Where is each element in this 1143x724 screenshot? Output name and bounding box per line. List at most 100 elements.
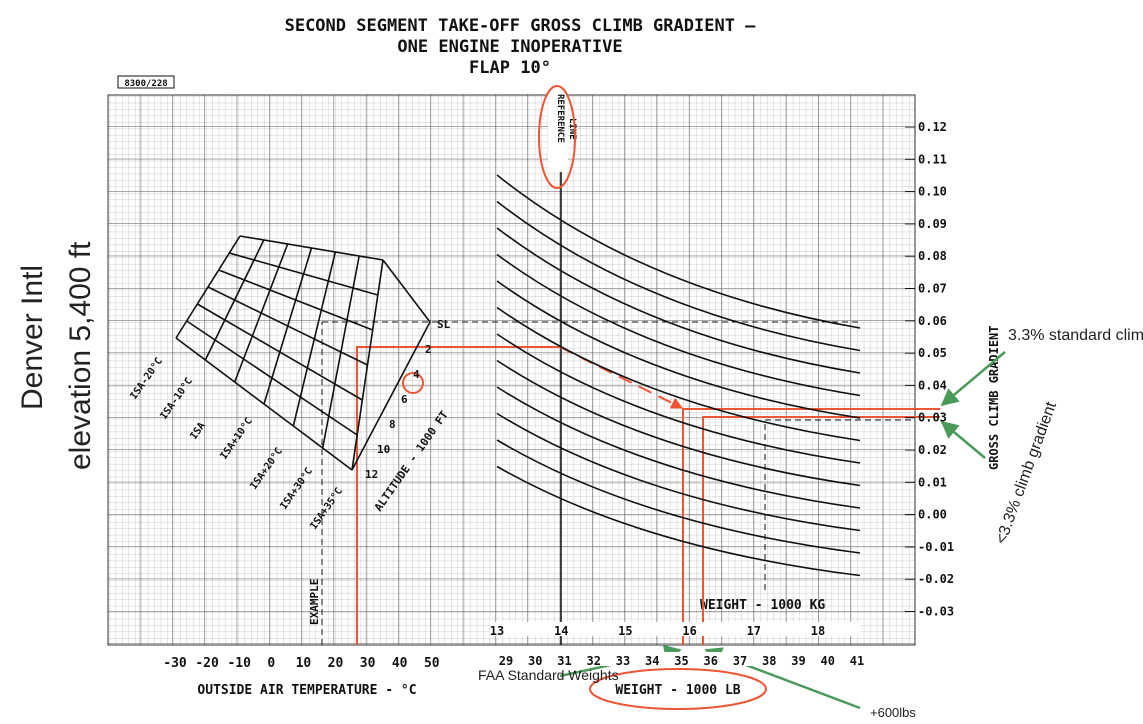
title: ONE ENGINE INOPERATIVE [397, 37, 622, 57]
ref-bg [548, 92, 568, 172]
label-bg [150, 650, 440, 674]
gradient-tick: 0.04 [918, 378, 947, 392]
gradient-tick: 0.01 [918, 475, 947, 489]
annotation: FAA Standard Weights [478, 667, 619, 683]
red-line [702, 416, 940, 645]
kg-tick: 18 [811, 624, 825, 638]
axis-label: WEIGHT - 1000 LB [615, 683, 740, 698]
gradient-curve [496, 386, 861, 509]
side-note: elevation 5,400 ft [64, 241, 97, 470]
gradient-curve [496, 333, 861, 464]
annotation: <3.3% climb gradient [993, 399, 1060, 546]
gradient-curve [496, 465, 861, 577]
gradient-tick: -0.02 [918, 572, 954, 586]
kg-tick: 13 [490, 624, 504, 638]
lb-tick: 37 [733, 654, 747, 668]
gradient-tick: 0.12 [918, 120, 947, 134]
gradient-curve [496, 253, 861, 397]
gradient-curve [496, 200, 861, 352]
gradient-curve [496, 280, 861, 419]
reference-label: LINE [567, 118, 577, 140]
altitude-tick: 10 [377, 443, 390, 456]
nomo-line [351, 259, 384, 471]
altitude-tick: 2 [425, 343, 432, 356]
gradient-tick: 0.07 [918, 282, 947, 296]
gradient-curve [496, 227, 861, 374]
temp-tick: -30 [163, 656, 187, 671]
title: FLAP 10° [469, 58, 551, 78]
gradient-tick: 0.06 [918, 314, 947, 328]
gradient-tick: 0.10 [918, 185, 947, 199]
kg-tick: 15 [618, 624, 632, 638]
nomo-line [186, 320, 358, 436]
altitude-tick: 8 [389, 418, 396, 431]
label-bg [490, 622, 860, 636]
altitude-tick: 6 [401, 393, 408, 406]
annotation: +600lbs [870, 705, 916, 720]
temp-tick: 20 [328, 656, 344, 671]
temp-tick: 10 [296, 656, 312, 671]
lb-tick: 40 [821, 654, 835, 668]
lb-tick: 32 [587, 654, 601, 668]
kg-tick: 17 [747, 624, 761, 638]
gradient-tick: 0.08 [918, 249, 947, 263]
altitude-tick: SL [437, 318, 451, 331]
lb-tick: 29 [499, 654, 513, 668]
red-line [356, 346, 560, 645]
lb-tick: 36 [704, 654, 718, 668]
arrow [940, 351, 1006, 407]
gradient-tick: 0.05 [918, 346, 947, 360]
doc-id: 8300/228 [124, 79, 167, 89]
temp-tick: 40 [392, 656, 408, 671]
gradient-tick: -0.01 [918, 540, 954, 554]
gradient-tick: 0.00 [918, 508, 947, 522]
temp-tick: 30 [360, 656, 376, 671]
red-circle [538, 85, 576, 189]
lb-tick: 35 [674, 654, 688, 668]
nomo-line [382, 259, 431, 323]
arrow [940, 420, 986, 459]
gradient-curve [496, 412, 861, 532]
lb-tick: 30 [528, 654, 542, 668]
lb-tick: 38 [762, 654, 776, 668]
axis-label: WEIGHT - 1000 KG [700, 598, 825, 613]
label-bg [495, 652, 865, 666]
gradient-curve [496, 439, 861, 554]
red-line [682, 408, 940, 645]
axis-label: OUTSIDE AIR TEMPERATURE - °C [197, 683, 416, 698]
temp-tick: -10 [227, 656, 251, 671]
gradient-curve [496, 174, 861, 329]
temp-tick: 0 [267, 656, 275, 671]
axis-label: GROSS CLIMB GRADIENT [987, 326, 1001, 471]
title: SECOND SEGMENT TAKE-OFF GROSS CLIMB GRAD… [285, 16, 757, 36]
lb-tick: 34 [645, 654, 659, 668]
temp-tick: 50 [424, 656, 440, 671]
lb-tick: 31 [557, 654, 571, 668]
gradient-tick: 0.09 [918, 217, 947, 231]
kg-tick: 14 [554, 624, 568, 638]
lb-tick: 33 [616, 654, 630, 668]
gradient-curve [496, 359, 861, 487]
kg-tick: 16 [682, 624, 696, 638]
altitude-tick: 12 [365, 468, 378, 481]
gradient-tick: -0.03 [918, 605, 954, 619]
gradient-curve [496, 306, 861, 442]
gradient-tick: 0.03 [918, 411, 947, 425]
side-note: Denver Intl [16, 265, 49, 410]
example-label: EXAMPLE [308, 579, 321, 625]
lb-tick: 41 [850, 654, 864, 668]
annotation: 3.3% standard climb rate [1008, 327, 1143, 344]
red-circle [402, 372, 424, 394]
nomo-line [351, 321, 431, 471]
nomo-line [175, 337, 353, 471]
reference-label: REFERENCE [555, 94, 565, 143]
altitude-tick: 4 [413, 368, 420, 381]
red-circle [589, 668, 767, 710]
temp-tick: -20 [195, 656, 219, 671]
gradient-tick: 0.02 [918, 443, 947, 457]
lb-tick: 39 [791, 654, 805, 668]
doc-box [117, 75, 175, 89]
gradient-tick: 0.11 [918, 152, 947, 166]
red-path [356, 85, 940, 710]
